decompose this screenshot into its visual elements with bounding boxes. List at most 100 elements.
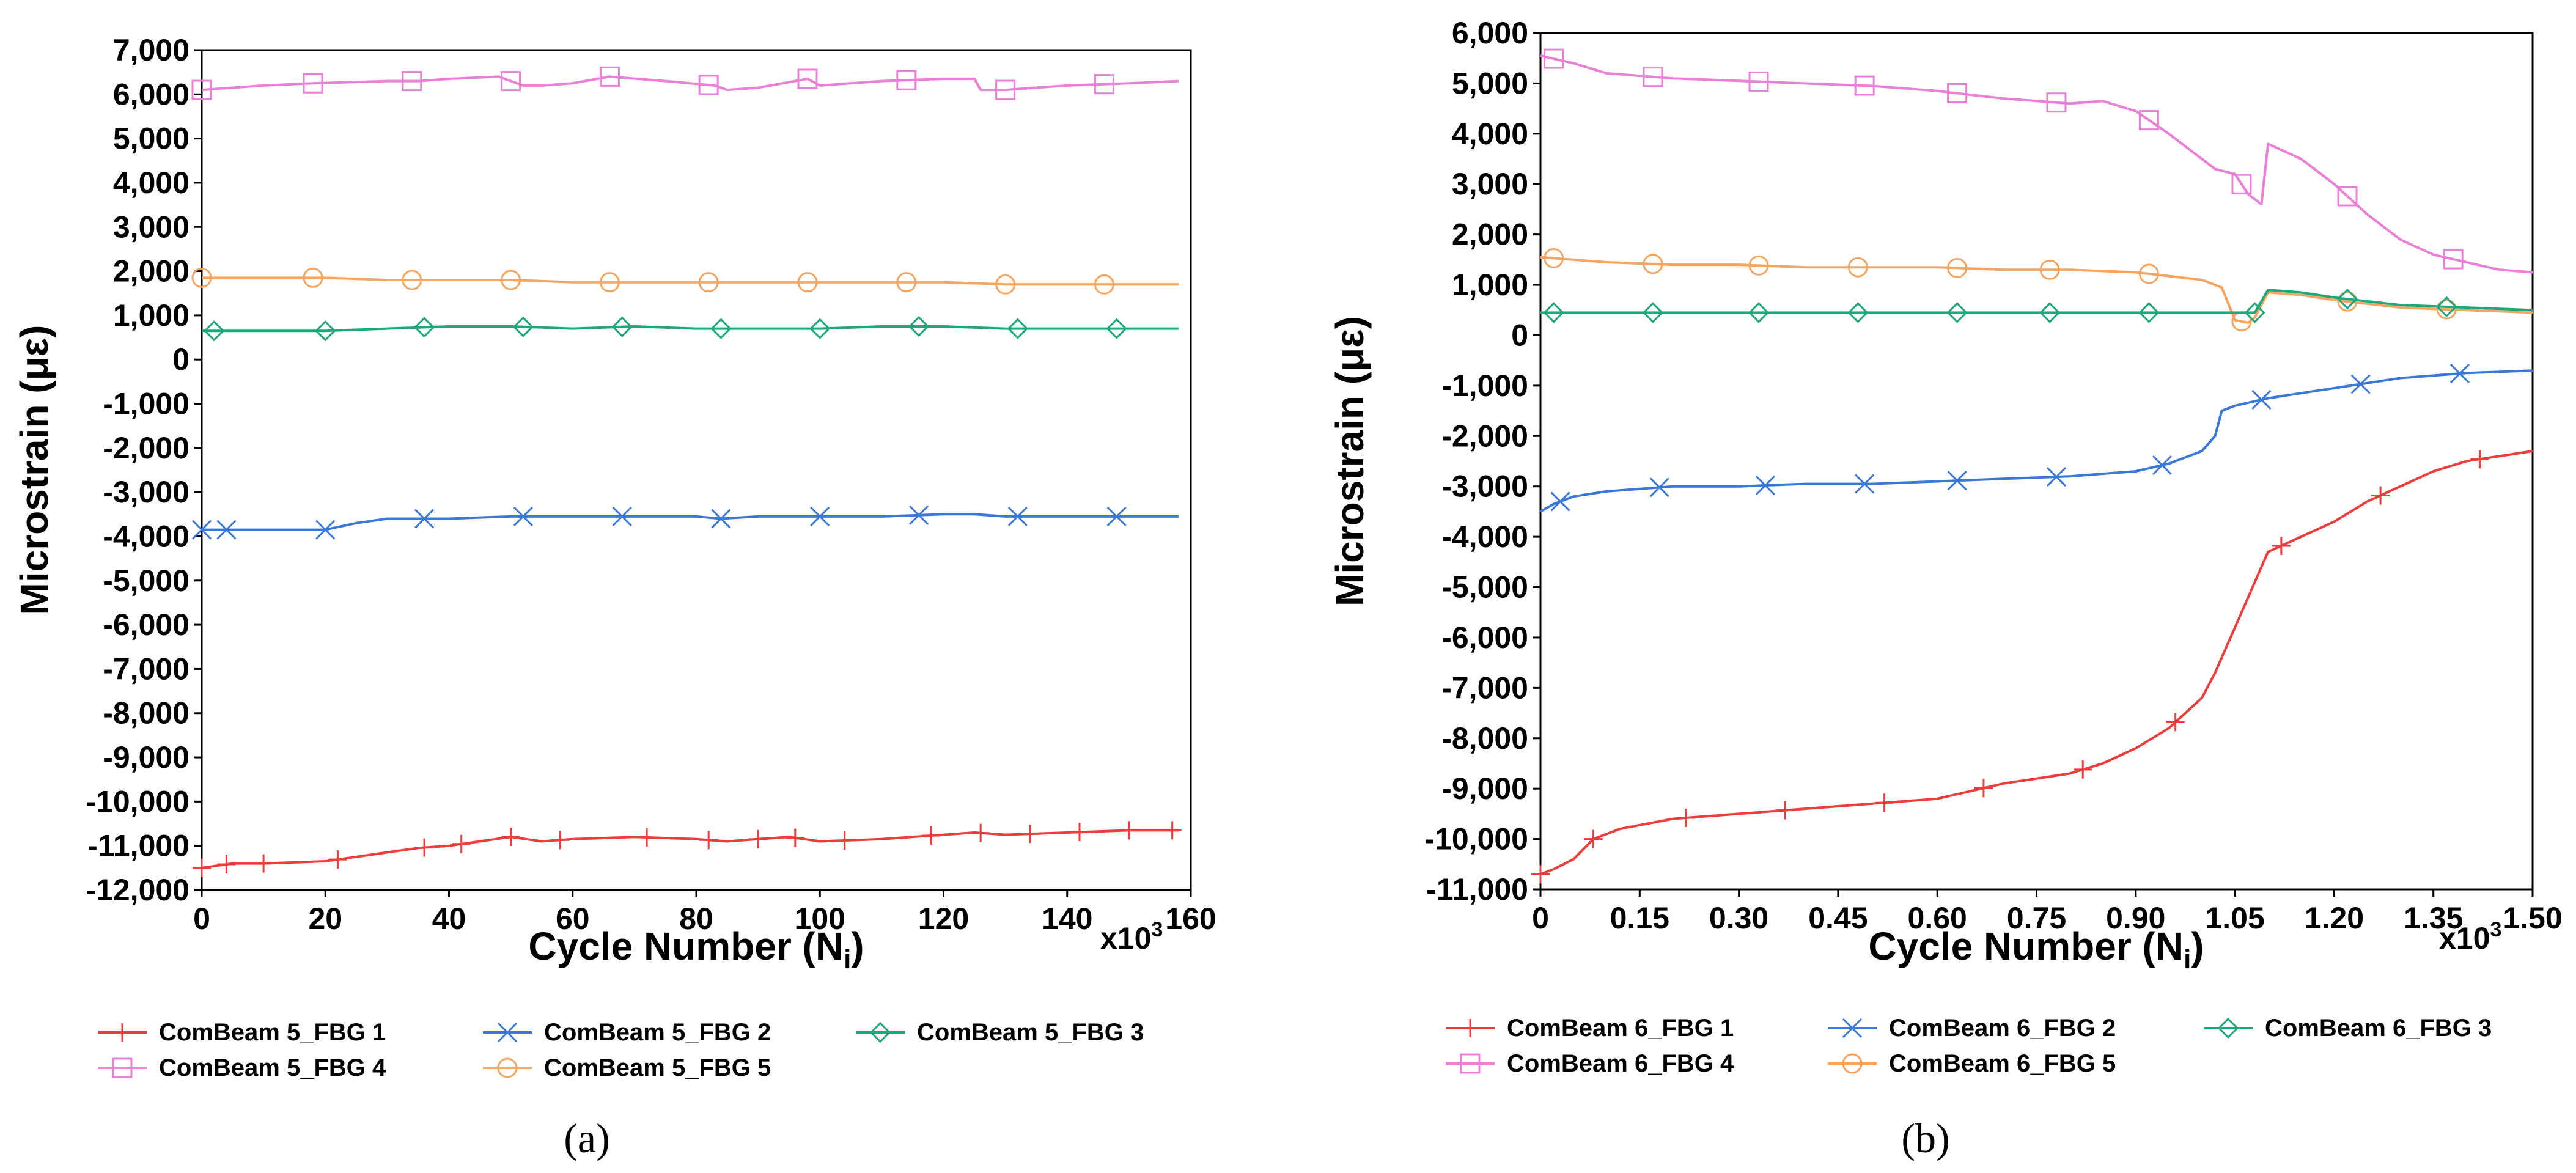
x-tick-label: 1.05 [2205,901,2264,935]
data-point-marker [413,317,435,338]
legend-item: ComBeam 5_FBG 4 [98,1054,386,1081]
x-tick-label: 80 [679,902,713,936]
legend-label: ComBeam 6_FBG 4 [1507,1050,1734,1077]
y-tick-label: 2,000 [1452,218,1528,252]
y-tick-label: -12,000 [86,873,190,907]
x-tick-label: 0.15 [1610,901,1669,935]
data-point-marker [1531,865,1550,884]
x-tick-label: 140 [1042,902,1092,936]
data-point-marker [191,267,212,288]
data-point-marker [908,505,929,525]
data-point-marker [1543,302,1564,323]
data-point-marker [1847,302,1869,323]
legend-swatch-marker [2217,1017,2239,1039]
legend-item: ComBeam 6_FBG 3 [2204,1015,2492,1042]
y-axis-label: Microstrain (με) [12,325,56,616]
data-point-marker [711,509,731,529]
data-point-marker [402,270,422,290]
data-point-marker [1748,302,1770,323]
data-point-marker [699,831,718,850]
x-tick-label: 0 [1532,901,1549,935]
data-point-marker [402,71,422,92]
data-point-marker [2436,296,2457,318]
data-point-marker [1119,821,1138,840]
legend-label: ComBeam 6_FBG 5 [1889,1050,2116,1077]
series-line [202,276,1179,286]
data-point-marker [810,506,830,526]
x-tick-label: 100 [795,902,845,936]
legend-item: ComBeam 5_FBG 1 [98,1019,386,1046]
data-point-marker [896,70,917,90]
y-tick-label: -3,000 [103,475,190,509]
x-tick-label: 1.35 [2404,901,2463,935]
data-point-marker [1643,67,1663,87]
legend-label: ComBeam 6_FBG 2 [1889,1015,2116,1042]
series-line [201,829,1179,869]
data-point-marker [2046,92,2067,113]
legend-swatch-marker [112,1057,133,1078]
legend-label: ComBeam 6_FBG 1 [1507,1015,1734,1042]
y-tick-label: -6,000 [1441,620,1528,655]
data-point-marker [193,858,211,877]
y-tick-label: -11,000 [1426,872,1528,906]
data-point-marker [995,79,1016,100]
x-tick-label: 0.45 [1808,901,1868,935]
data-point-marker [204,320,225,342]
data-point-marker [1021,825,1040,844]
legend-swatch-marker [497,1057,518,1078]
data-point-marker [1755,475,1775,496]
data-point-marker [452,834,471,853]
panel-label: (b) [1901,1115,1949,1161]
series-combeam-5_fbg-3 [202,315,1179,342]
series-combeam-5_fbg-4 [191,66,1179,100]
y-tick-label: -4,000 [103,519,190,553]
panel-label: (a) [564,1115,609,1161]
y-tick-label: -1,000 [1441,369,1528,403]
data-point-marker [1544,248,1564,268]
legend-item: ComBeam 6_FBG 2 [1828,1015,2116,1042]
data-point-marker [1947,471,1967,491]
data-point-marker [611,316,633,337]
legend-label: ComBeam 5_FBG 4 [159,1054,386,1081]
series-combeam-5_fbg-5 [191,267,1179,295]
y-tick-label: 4,000 [1452,117,1528,151]
data-point-marker [1007,506,1028,526]
data-point-marker [749,829,768,848]
legend-label: ComBeam 5_FBG 1 [159,1019,386,1046]
x-tick-label: 0.30 [1709,901,1768,935]
y-axis-label: Microstrain (με) [1328,316,1372,606]
x-tick-label: 0 [193,902,210,936]
x-axis-label: Cycle Number (Ni) [528,924,864,974]
series-line [202,513,1179,531]
data-point-marker [2138,263,2159,284]
data-point-marker [2231,174,2252,194]
y-tick-label: -7,000 [103,652,190,686]
data-point-marker [2138,110,2159,131]
data-point-marker [797,272,818,293]
y-tick-label: 0 [172,342,190,377]
y-tick-label: -9,000 [103,740,190,774]
data-point-marker [2336,289,2358,310]
data-point-marker [2039,302,2061,323]
data-point-marker [512,316,534,337]
data-point-marker [1106,318,1127,339]
y-tick-label: -2,000 [1441,419,1528,453]
data-point-marker [501,270,521,290]
chart-panel-a: 7,000 6,000 5,000 4,000 3,000 2,000 1,000 0 -1,0… [12,33,1216,1161]
y-tick-label: 4,000 [113,166,190,200]
y-tick-label: 1,000 [1452,268,1528,302]
data-point-marker [191,79,212,100]
y-tick-label: -10,000 [1424,822,1528,856]
y-tick-label: 5,000 [1452,66,1528,100]
data-point-marker [415,838,434,857]
data-point-marker [698,75,719,95]
data-point-marker [1642,302,1664,323]
data-point-marker [315,520,336,540]
data-point-marker [1584,829,1603,848]
x-tick-label: 0.90 [2106,901,2165,935]
x-tick-label: 60 [556,902,590,936]
data-point-marker [1094,74,1114,95]
data-point-marker [2272,536,2291,555]
data-point-marker [1855,474,1875,494]
series-line [1540,369,2533,513]
